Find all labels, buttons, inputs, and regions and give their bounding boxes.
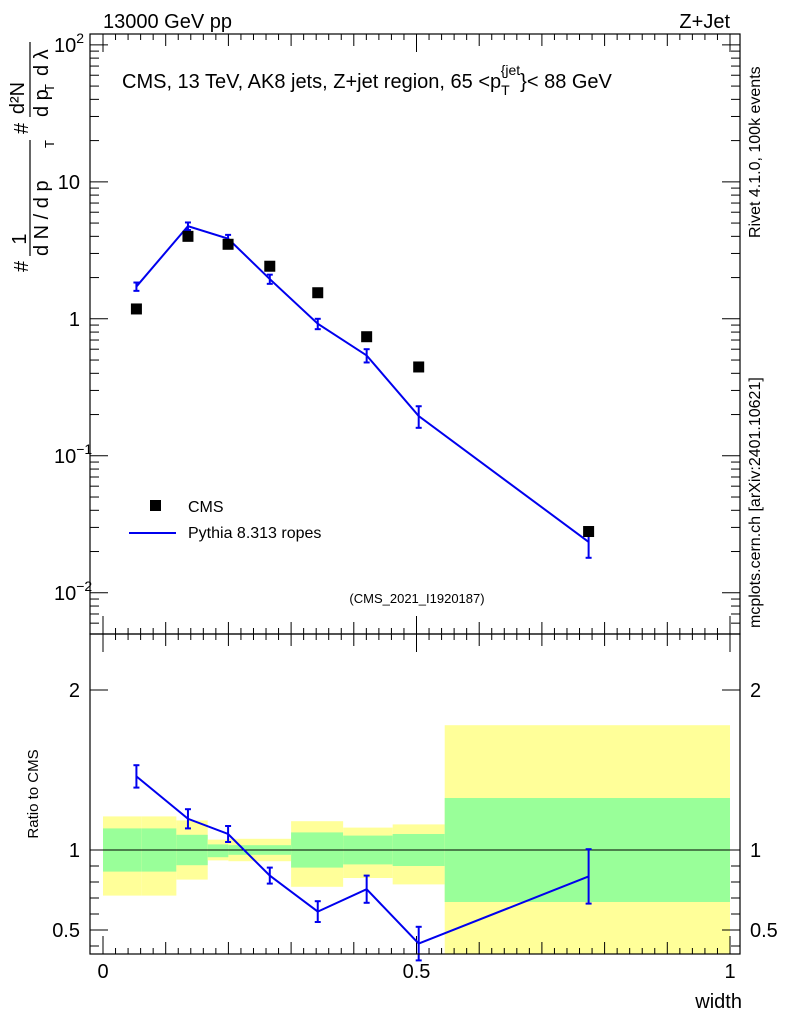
x-tick-label: 0.5 [403,961,431,983]
x-axis-label: width [694,991,742,1013]
ratio-axis-ticks: 0.5 0.5 1 1 2 2 0 0.5 1 [52,634,778,983]
x-tick-label: 1 [724,961,735,983]
energy-label: 13000 GeV pp [103,11,232,33]
ratio-frame [89,633,741,955]
ratio-y-tick-label-right: 0.5 [750,920,778,942]
legend-cms-label: CMS [188,499,224,516]
ylabel-dpt: d p [31,89,53,117]
ratio-y-axis-label: Ratio to CMS [25,749,42,838]
main-panel: 102 10 1 10−1 10−2 CMS, 13 TeV, AK8 jets, Z+… [7,30,741,635]
ylabel-dn-dpt: d N / d p [31,180,53,256]
main-y-tick-label: 10−1 [54,441,92,468]
cms-data-point [413,361,425,373]
legend-pythia-label: Pythia 8.313 ropes [188,525,321,542]
ylabel-hash-1: # [11,260,33,272]
ratio-data-marks [90,764,740,962]
main-frame [89,33,741,635]
main-y-tick-label: 1 [69,309,80,331]
main-axis-ticks: 102 10 1 10−1 10−2 [54,30,740,635]
rivet-version-label: Rivet 4.1.0, 100k events [747,66,764,238]
process-label: Z+Jet [679,11,730,33]
ylabel-d2n: d²N [7,82,29,114]
cms-data-point [182,230,194,242]
mcplots-reference-label: mcplots.cern.ch [arXiv:2401.10621] [747,377,764,628]
main-y-axis-label: # 1 d N / d p T # d²N d p T d λ [7,42,57,272]
ylabel-hash-2: # [11,122,33,134]
ratio-y-tick-label-right: 2 [750,680,761,702]
ylabel-sub-t-2: T [42,84,57,92]
ylabel-sub-t-1: T [42,140,57,148]
ylabel-one: 1 [9,233,31,244]
ratio-series-line [135,775,589,945]
ylabel-dlambda: d λ [31,49,53,76]
ratio-uncertainty-bands [103,725,730,954]
main-y-tick-label: 10 [58,172,80,194]
cms-data-point [130,303,142,315]
cms-data-point [264,260,276,272]
main-data-marks [130,221,595,559]
main-y-tick-label: 10−2 [54,578,92,605]
analysis-watermark: (CMS_2021_I1920187) [349,591,484,606]
ratio-y-tick-label-left: 1 [69,840,80,862]
legend: CMS Pythia 8.313 ropes [129,499,321,542]
main-title: CMS, 13 TeV, AK8 jets, Z+jet region, 65 … [122,62,613,98]
x-tick-label: 0 [97,961,108,983]
cms-data-point [583,526,595,538]
ratio-y-tick-label-right: 1 [750,840,761,862]
ratio-panel: 0.5 0.5 1 1 2 2 0 0.5 1 Ratio to CMS width [25,633,778,1013]
legend-cms-marker [150,500,161,511]
ratio-y-tick-label-left: 2 [69,680,80,702]
inner-uncertainty-band [207,844,229,858]
cms-data-point [312,287,324,299]
pythia-series-line [135,224,590,543]
cms-data-point [361,331,373,343]
ratio-y-tick-label-left: 0.5 [52,920,80,942]
cms-data-point [222,238,234,250]
main-y-tick-label: 102 [54,30,84,57]
